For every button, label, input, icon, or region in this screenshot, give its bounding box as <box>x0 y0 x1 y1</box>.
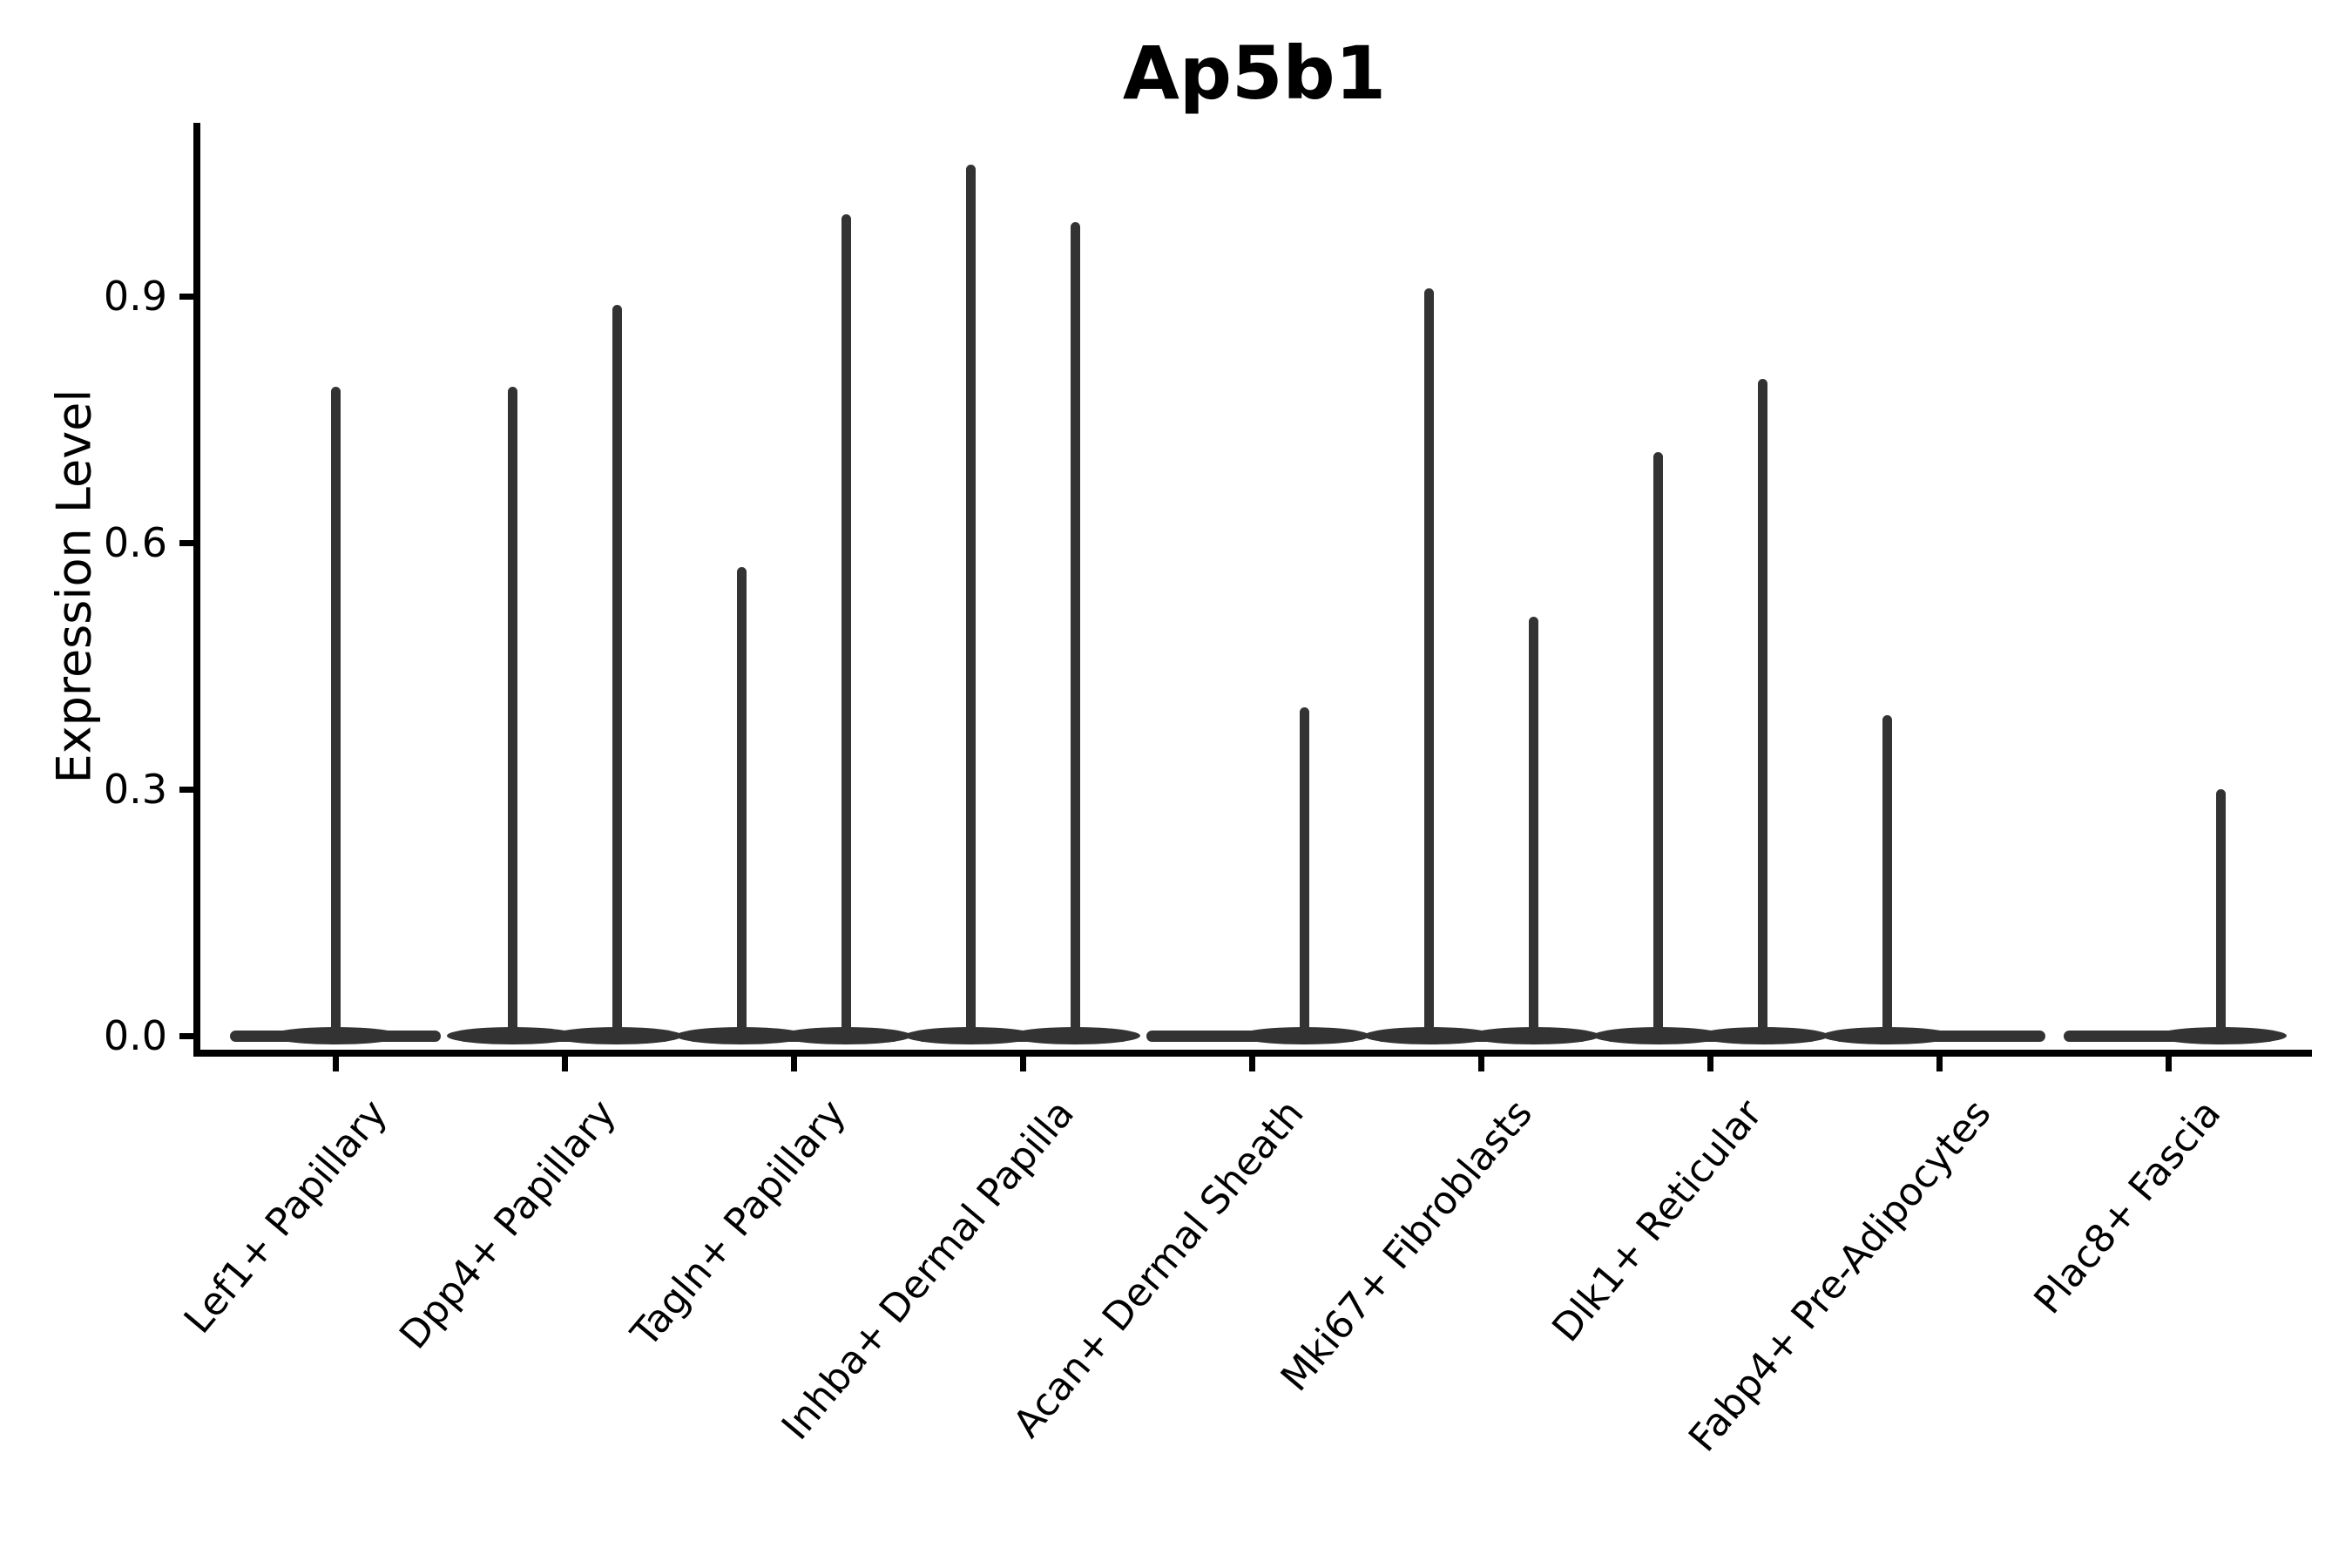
x-tick-mark <box>1019 1057 1026 1071</box>
violin-base-bump <box>905 1027 1037 1044</box>
violin-spike <box>1070 222 1080 1036</box>
y-axis-spine <box>193 123 200 1057</box>
x-tick-label: Lef1+ Papillary <box>175 1092 396 1342</box>
violin-spike <box>1299 706 1309 1036</box>
violin-spike <box>841 214 851 1036</box>
violin-base-bump <box>2155 1027 2287 1044</box>
x-tick-mark <box>2166 1057 2173 1071</box>
violin-base-bump <box>1468 1027 1599 1044</box>
x-tick-label: Tagln+ Papillary <box>622 1092 855 1355</box>
y-axis-label: Expression Level <box>46 389 102 784</box>
x-tick-mark <box>1478 1057 1484 1071</box>
violin-base-bump <box>1239 1027 1370 1044</box>
x-tick-mark <box>332 1057 339 1071</box>
violin-base-bump <box>1697 1027 1828 1044</box>
y-tick-label: 0.0 <box>103 1012 167 1059</box>
chart-title: Ap5b1 <box>1122 30 1387 116</box>
violin-spike <box>612 304 622 1036</box>
violin-base-bump <box>1821 1027 1953 1044</box>
violin-base-bump <box>447 1027 578 1044</box>
violin-spike <box>330 387 341 1036</box>
x-tick-label: Plac8+ Fascia <box>2024 1092 2229 1323</box>
violin-spike <box>1758 378 1768 1036</box>
y-tick-label: 0.3 <box>103 766 167 814</box>
x-tick-mark <box>1936 1057 1943 1071</box>
violin-spike <box>1424 287 1434 1036</box>
x-tick-label: Dpp4+ Papillary <box>391 1092 625 1358</box>
violin-spike <box>2216 789 2227 1036</box>
x-tick-mark <box>561 1057 568 1071</box>
violin-spike <box>1529 617 1538 1036</box>
x-tick-label: Dlk1+ Reticular <box>1543 1092 1771 1351</box>
y-tick-label: 0.9 <box>103 273 167 321</box>
violin-spike <box>736 567 747 1036</box>
violin-base-bump <box>676 1027 808 1044</box>
x-axis-spine <box>193 1050 2312 1057</box>
y-tick-mark <box>179 293 193 300</box>
violin-base-bump <box>1363 1027 1495 1044</box>
violin-spike <box>1882 715 1893 1036</box>
violin-base-bump <box>781 1027 912 1044</box>
y-tick-label: 0.6 <box>103 519 167 567</box>
x-tick-mark <box>1707 1057 1714 1071</box>
y-tick-mark <box>179 786 193 793</box>
violin-base-bump <box>1010 1027 1141 1044</box>
violin-spike <box>507 387 517 1036</box>
violin-spike <box>965 165 976 1036</box>
x-tick-mark <box>1248 1057 1255 1071</box>
x-tick-label: Mki67+ Fibroblasts <box>1273 1092 1542 1400</box>
violin-spike <box>1653 452 1664 1036</box>
y-tick-mark <box>179 1032 193 1039</box>
x-tick-mark <box>790 1057 797 1071</box>
violin-base-bump <box>1592 1027 1724 1044</box>
violin-base-bump <box>270 1027 401 1044</box>
violin-base-bump <box>551 1027 683 1044</box>
y-tick-mark <box>179 539 193 546</box>
